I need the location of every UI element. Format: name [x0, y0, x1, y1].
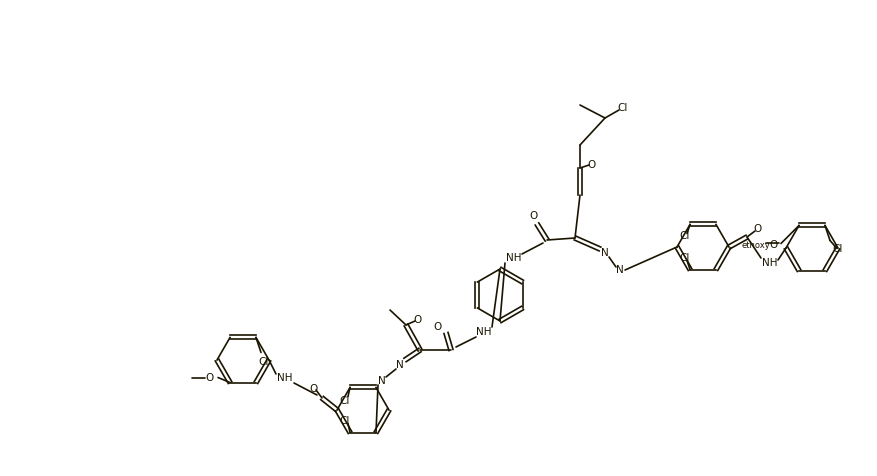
Text: O: O: [309, 384, 317, 394]
Text: ethoxy: ethoxy: [742, 241, 770, 250]
Text: Cl: Cl: [617, 103, 628, 113]
Text: O: O: [529, 211, 537, 221]
Text: N: N: [601, 248, 609, 258]
Text: NH: NH: [476, 327, 492, 337]
Text: Cl: Cl: [833, 245, 843, 255]
Text: NH: NH: [506, 253, 522, 263]
Text: O: O: [414, 315, 422, 325]
Text: Cl: Cl: [680, 231, 690, 241]
Text: N: N: [396, 360, 404, 370]
Text: NH: NH: [762, 258, 778, 268]
Text: O: O: [206, 373, 214, 383]
Text: O: O: [434, 322, 442, 332]
Text: Cl: Cl: [339, 416, 350, 426]
Text: Cl: Cl: [259, 357, 269, 367]
Text: O: O: [769, 240, 777, 250]
Text: Cl: Cl: [680, 252, 690, 263]
Text: O: O: [588, 160, 596, 170]
Text: O: O: [752, 224, 761, 234]
Text: NH: NH: [277, 373, 293, 383]
Text: N: N: [378, 376, 386, 386]
Text: N: N: [617, 265, 624, 275]
Text: Cl: Cl: [339, 397, 350, 407]
